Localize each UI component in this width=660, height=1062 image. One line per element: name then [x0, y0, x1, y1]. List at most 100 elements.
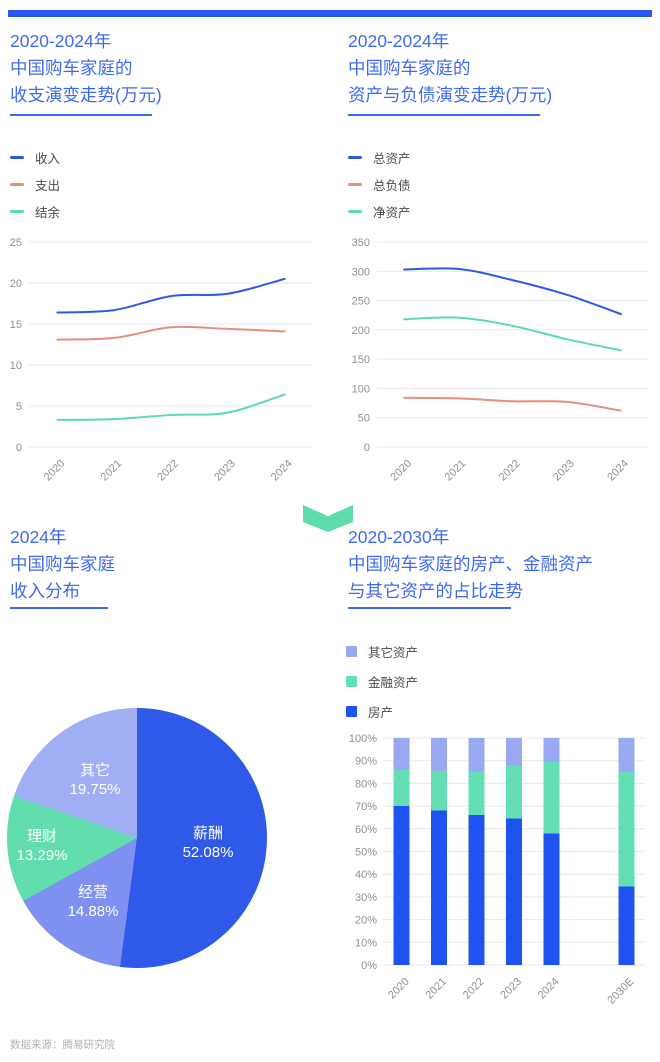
legend-asset-composition: 其它资产 金融资产 房产 [346, 642, 418, 721]
pie-slice-label: 其它 19.75% [69, 762, 121, 798]
legend-label: 总负债 [373, 179, 411, 193]
svg-text:10%: 10% [355, 937, 377, 949]
series-dash-swatch [348, 183, 362, 186]
legend-item: 总负债 [348, 175, 411, 194]
title-underline [10, 607, 108, 609]
title-underline [348, 114, 540, 116]
title-underline [348, 607, 511, 609]
legend-item: 收入 [10, 148, 60, 167]
assets-liabilities-line-chart: 0 50 100 150 200 250 300 350 2020 2021 2022 2023 202… [352, 237, 648, 484]
svg-text:2023: 2023 [212, 458, 238, 484]
svg-text:5: 5 [16, 401, 22, 413]
svg-text:2021: 2021 [443, 458, 469, 484]
top-accent-bar [8, 10, 652, 17]
legend-income-expense: 收入 支出 结余 [10, 148, 60, 221]
svg-text:250: 250 [352, 296, 370, 308]
legend-item: 房产 [346, 702, 418, 721]
title-line: 与其它资产的占比走势 [348, 581, 523, 601]
svg-text:2020: 2020 [386, 976, 412, 1002]
data-source-note: 数据来源：腾易研究院 [10, 1039, 115, 1051]
svg-text:40%: 40% [355, 869, 377, 881]
title-line: 2020-2024年 [10, 31, 112, 51]
svg-text:300: 300 [352, 266, 370, 278]
svg-text:2020: 2020 [388, 458, 414, 484]
legend-label: 房产 [368, 706, 394, 720]
pie-slice-label: 理财 13.29% [16, 828, 68, 864]
series-square-swatch [346, 676, 357, 687]
title-line: 资产与负债演变走势(万元) [348, 85, 553, 105]
svg-text:0: 0 [364, 442, 370, 454]
svg-text:2024: 2024 [269, 458, 295, 484]
svg-text:2020: 2020 [42, 458, 68, 484]
svg-text:50: 50 [358, 413, 370, 425]
title-line: 中国购车家庭 [10, 554, 115, 574]
title-line: 2020-2030年 [348, 527, 450, 547]
legend-label: 支出 [35, 179, 61, 193]
svg-text:2022: 2022 [155, 458, 181, 484]
svg-text:15: 15 [10, 319, 22, 331]
panel-title-income-distribution: 2024年 中国购车家庭 收入分布 [10, 524, 115, 605]
legend-assets-liabilities: 总资产 总负债 净资产 [348, 148, 411, 221]
svg-text:2024: 2024 [536, 976, 562, 1002]
legend-label: 净资产 [373, 206, 411, 220]
svg-text:20%: 20% [355, 915, 377, 927]
asset-composition-stacked-bar-chart: 0% 10% 20% 30% 40% 50% 60% 70% 80% 90% 100% 2020 202… [349, 733, 645, 1007]
svg-text:70%: 70% [355, 801, 377, 813]
series-square-swatch [346, 646, 357, 657]
svg-text:10: 10 [10, 360, 22, 372]
title-line: 2024年 [10, 527, 67, 547]
svg-text:100%: 100% [349, 733, 377, 745]
svg-text:60%: 60% [355, 824, 377, 836]
svg-text:90%: 90% [355, 756, 377, 768]
svg-text:2023: 2023 [551, 458, 577, 484]
series-dash-swatch [348, 156, 362, 159]
svg-text:30%: 30% [355, 892, 377, 904]
svg-text:2024: 2024 [605, 458, 631, 484]
legend-item: 其它资产 [346, 642, 418, 661]
title-line: 收入分布 [10, 581, 80, 601]
panel-title-income-expense: 2020-2024年 中国购车家庭的 收支演变走势(万元) [10, 28, 162, 109]
legend-label: 金融资产 [368, 676, 419, 690]
title-line: 收支演变走势(万元) [10, 85, 162, 105]
income-distribution-pie-chart: 薪酬 52.08% 经营 14.88% 理财 13.29% 其它 19.75% [7, 708, 267, 968]
svg-text:2022: 2022 [461, 976, 487, 1002]
series-dash-swatch [10, 210, 24, 213]
legend-label: 结余 [35, 206, 61, 220]
svg-text:2021: 2021 [99, 458, 125, 484]
series-dash-swatch [10, 156, 24, 159]
legend-label: 总资产 [373, 152, 411, 166]
svg-text:50%: 50% [355, 847, 377, 859]
svg-text:350: 350 [352, 237, 370, 249]
legend-item: 金融资产 [346, 672, 418, 691]
panel-title-asset-composition: 2020-2030年 中国购车家庭的房产、金融资产 与其它资产的占比走势 [348, 524, 593, 605]
title-line: 中国购车家庭的房产、金融资产 [348, 554, 593, 574]
panel-title-assets-liabilities: 2020-2024年 中国购车家庭的 资产与负债演变走势(万元) [348, 28, 552, 109]
title-line: 2020-2024年 [348, 31, 450, 51]
legend-item: 支出 [10, 175, 60, 194]
series-dash-swatch [348, 210, 362, 213]
legend-item: 结余 [10, 202, 60, 221]
svg-text:20: 20 [10, 278, 22, 290]
svg-text:2023: 2023 [498, 976, 524, 1002]
series-square-swatch [346, 706, 357, 717]
series-dash-swatch [10, 183, 24, 186]
title-line: 中国购车家庭的 [10, 58, 133, 78]
svg-text:25: 25 [10, 237, 22, 249]
svg-text:0: 0 [16, 442, 22, 454]
title-line: 中国购车家庭的 [348, 58, 471, 78]
svg-text:200: 200 [352, 325, 370, 337]
svg-text:0%: 0% [361, 960, 377, 972]
legend-label: 收入 [35, 152, 61, 166]
title-underline [10, 114, 152, 116]
svg-text:2030E: 2030E [605, 976, 636, 1007]
svg-text:80%: 80% [355, 778, 377, 790]
pie-slice-label: 薪酬 52.08% [182, 825, 234, 861]
down-chevron-icon [303, 505, 353, 532]
legend-item: 净资产 [348, 202, 411, 221]
pie-slice-label: 经营 14.88% [67, 884, 119, 920]
income-expense-line-chart: 0 5 10 15 20 25 2020 2021 2022 2023 2024 [10, 237, 313, 484]
svg-text:2021: 2021 [423, 976, 449, 1002]
svg-text:2022: 2022 [497, 458, 523, 484]
legend-item: 总资产 [348, 148, 411, 167]
